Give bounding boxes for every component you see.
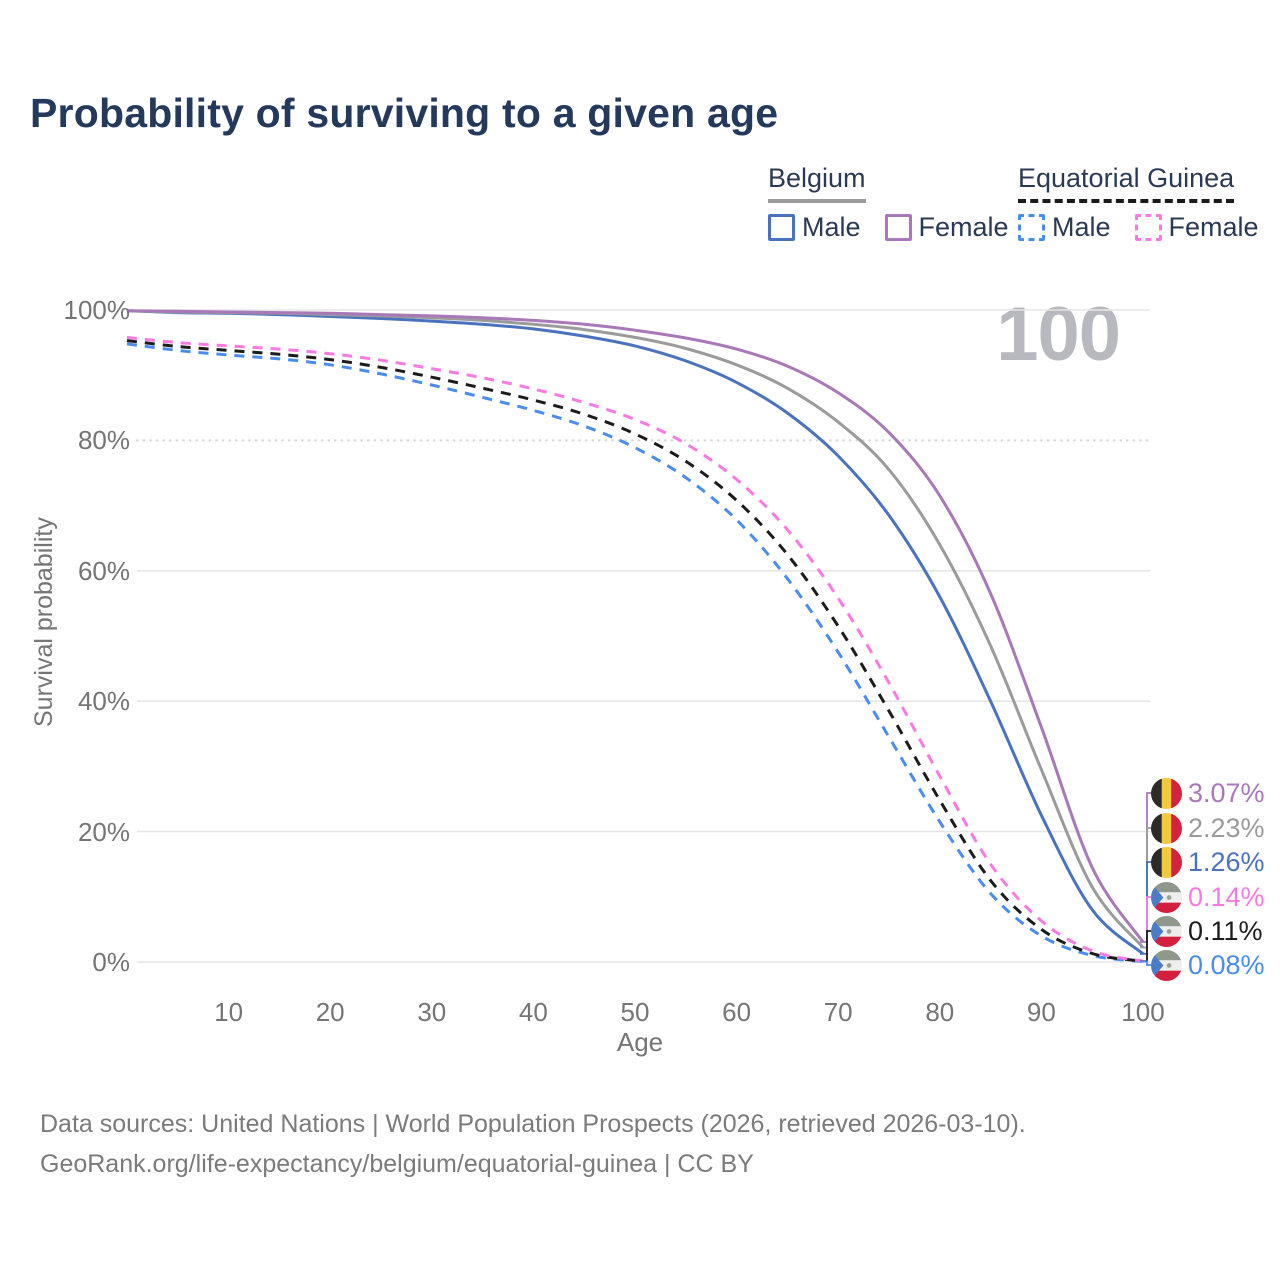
eq-female-swatch-icon [1134, 214, 1162, 241]
x-tick-100: 100 [1121, 997, 1165, 1027]
legend-belgium-items: Male Female [768, 212, 1009, 243]
curve-eq-female[interactable] [126, 335, 1144, 963]
legend-equatorial-guinea-items: Male Female [1018, 212, 1259, 243]
x-tick-40: 40 [518, 997, 548, 1027]
end-value-eq-male: 0.08% [1188, 949, 1265, 980]
end-value-belgium-female: 3.07% [1188, 777, 1265, 808]
footer: Data sources: United Nations | World Pop… [40, 1104, 1026, 1184]
legend-belgium-female-label: Female [918, 212, 1009, 242]
end-label-belgium-total[interactable]: 2.23% [1151, 812, 1265, 844]
legend-equatorial-guinea-title[interactable]: Equatorial Guinea [1018, 163, 1235, 203]
end-value-belgium-total: 2.23% [1188, 812, 1265, 843]
x-tick-20: 20 [315, 997, 345, 1027]
x-tick-30: 30 [417, 997, 447, 1027]
legend-belgium-title[interactable]: Belgium [768, 163, 866, 203]
curve-eq-total[interactable] [126, 339, 1144, 963]
legend-eq-male-label: Male [1052, 212, 1111, 242]
end-value-belgium-male: 1.26% [1188, 846, 1265, 877]
legend-item-belgium-female[interactable]: Female [884, 212, 1009, 243]
belgium-flag-icon [1151, 846, 1182, 878]
end-label-belgium-male[interactable]: 1.26% [1151, 846, 1265, 878]
x-tick-80: 80 [925, 997, 955, 1027]
y-axis-title: Survival probability [30, 517, 58, 727]
curve-belgium-total[interactable] [126, 309, 1145, 949]
y-tick-20: 20% [77, 816, 130, 847]
curve-eq-male[interactable] [126, 342, 1144, 963]
legend-eq-female-label: Female [1168, 212, 1259, 242]
y-tick-40: 40% [77, 686, 130, 717]
curve-belgium-female[interactable] [126, 309, 1145, 943]
connector-eq-male [1140, 960, 1152, 966]
equatorial-guinea-flag-icon [1151, 949, 1182, 981]
equatorial-guinea-flag-icon [1151, 881, 1182, 913]
page-title: Probability of surviving to a given age [30, 90, 779, 136]
y-tick-60: 60% [77, 555, 130, 586]
legend-item-belgium-male[interactable]: Male [768, 212, 861, 243]
belgium-male-swatch-icon [768, 214, 795, 241]
legend-item-eq-female[interactable]: Female [1134, 212, 1259, 243]
end-label-eq-male[interactable]: 0.08% [1151, 949, 1265, 981]
end-label-eq-total[interactable]: 0.11% [1151, 915, 1263, 947]
y-tick-80: 80% [77, 425, 130, 456]
end-label-eq-female[interactable]: 0.14% [1151, 881, 1265, 913]
legend-group-equatorial-guinea: Equatorial Guinea Male Female [1018, 163, 1259, 243]
legend-item-eq-male[interactable]: Male [1018, 212, 1111, 243]
end-value-eq-female: 0.14% [1188, 881, 1265, 912]
x-tick-70: 70 [823, 997, 853, 1027]
x-tick-10: 10 [214, 997, 244, 1027]
x-axis-title: Age [616, 1027, 664, 1057]
legend-group-belgium: Belgium Male Female [768, 163, 1009, 243]
y-tick-100: 100% [63, 295, 131, 325]
end-label-belgium-female[interactable]: 3.07% [1151, 777, 1265, 809]
footer-attribution: GeoRank.org/life-expectancy/belgium/equa… [40, 1150, 754, 1178]
x-tick-60: 60 [722, 997, 752, 1027]
belgium-flag-icon [1151, 777, 1182, 809]
x-tick-50: 50 [620, 997, 650, 1027]
current-age-indicator: 100 [996, 292, 1121, 377]
end-value-eq-total: 0.11% [1188, 915, 1263, 946]
curve-belgium-male[interactable] [126, 309, 1144, 955]
eq-male-swatch-icon [1018, 214, 1045, 241]
legend-belgium-male-label: Male [802, 212, 861, 242]
footer-sources: Data sources: United Nations | World Pop… [40, 1110, 1026, 1138]
equatorial-guinea-flag-icon [1151, 915, 1182, 947]
y-tick-0: 0% [92, 947, 130, 977]
belgium-female-swatch-icon [884, 214, 912, 241]
x-tick-90: 90 [1026, 997, 1056, 1027]
belgium-flag-icon [1151, 812, 1182, 844]
